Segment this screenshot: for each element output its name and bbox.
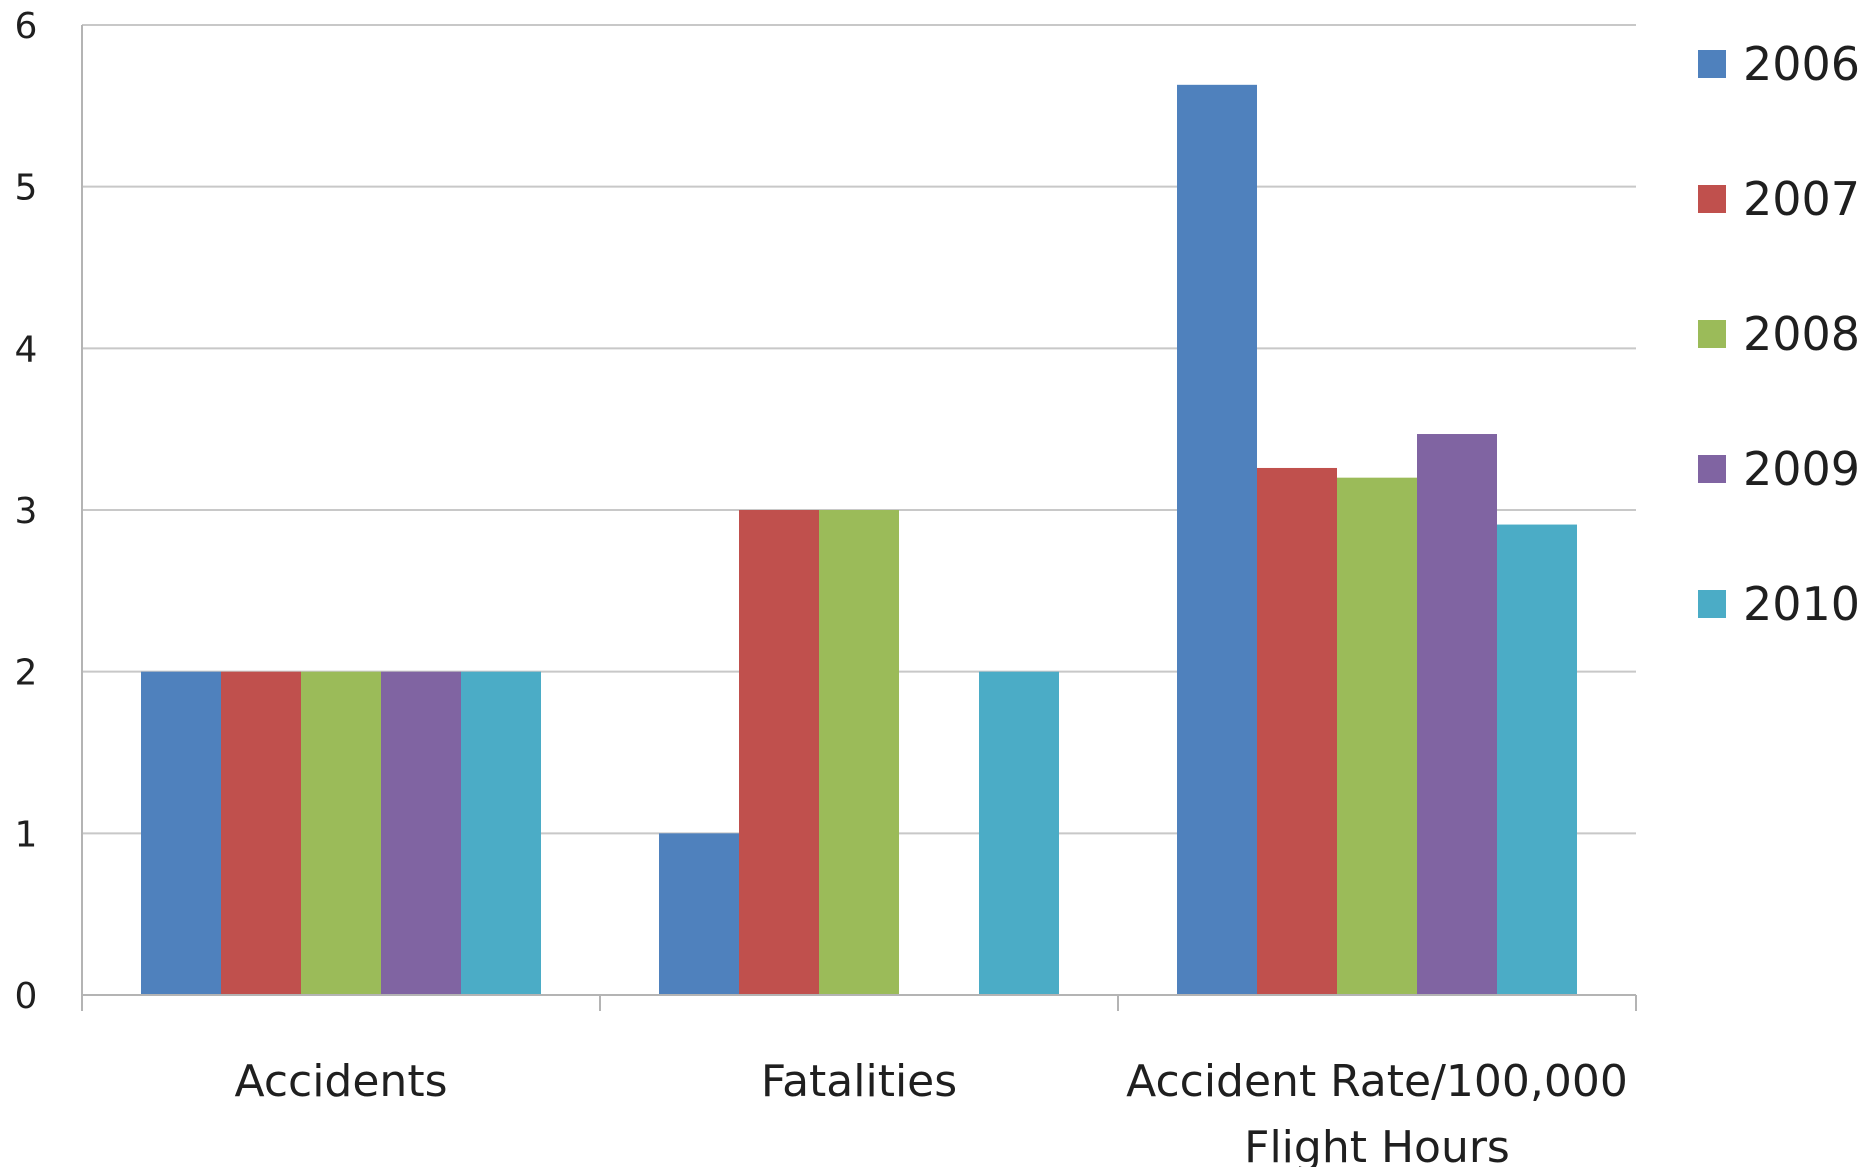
bar	[221, 671, 301, 995]
axes	[81, 25, 1637, 1011]
y-tick-label: 3	[15, 491, 38, 532]
bar	[979, 671, 1059, 995]
x-tick-label: Accidents	[235, 1056, 448, 1107]
legend-swatch	[1698, 50, 1726, 78]
legend-label: 2007	[1743, 172, 1858, 226]
y-tick-label: 0	[15, 976, 38, 1017]
bar	[1497, 524, 1577, 995]
y-tick-label: 4	[15, 329, 38, 370]
y-tick-label: 6	[15, 6, 38, 47]
y-axis-tick-labels: 0 1 2 3 4 5 6	[15, 6, 38, 1017]
legend-label: 2010	[1743, 577, 1858, 631]
legend-swatch	[1698, 590, 1726, 618]
y-tick-label: 2	[15, 653, 38, 694]
x-tick-label: Accident Rate/100,000	[1126, 1056, 1628, 1107]
legend: 2006 2007 2008 2009 2010	[1698, 37, 1858, 631]
bar	[1337, 477, 1417, 996]
legend-label: 2006	[1743, 37, 1858, 91]
bar	[1257, 467, 1337, 995]
bar	[301, 671, 381, 995]
x-tick-label: Fatalities	[761, 1056, 957, 1107]
legend-swatch	[1698, 185, 1726, 213]
bar	[819, 510, 899, 995]
bars	[141, 84, 1577, 996]
bar	[1417, 434, 1497, 995]
legend-label: 2009	[1743, 442, 1858, 496]
bar	[1177, 84, 1257, 996]
legend-label: 2008	[1743, 307, 1858, 361]
y-tick-label: 1	[15, 814, 38, 855]
bar	[739, 510, 819, 995]
bar	[381, 671, 461, 995]
legend-swatch	[1698, 320, 1726, 348]
x-axis-tick-labels: Accidents Fatalities Accident Rate/100,000…	[235, 1056, 1628, 1171]
y-tick-label: 5	[15, 168, 38, 209]
bar	[461, 671, 541, 995]
legend-swatch	[1698, 455, 1726, 483]
bar	[141, 671, 221, 995]
x-tick-label: Flight Hours	[1244, 1122, 1510, 1167]
bar	[659, 833, 739, 995]
